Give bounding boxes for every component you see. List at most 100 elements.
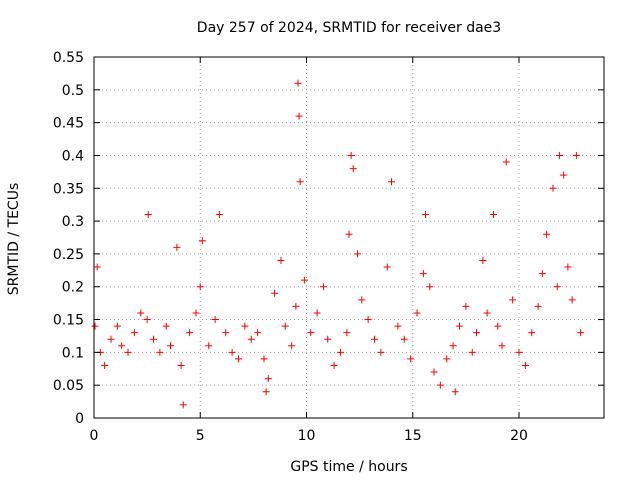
plot-frame (93, 56, 605, 419)
data-point (451, 388, 459, 396)
data-point (324, 335, 332, 343)
x-tick-label: 20 (510, 428, 528, 444)
data-point (572, 151, 580, 159)
data-point (430, 368, 438, 376)
data-point (358, 296, 366, 304)
y-tick-label: 0.5 (62, 83, 84, 99)
data-point (254, 329, 262, 337)
data-point (205, 342, 213, 350)
data-point (130, 329, 138, 337)
data-point (247, 335, 255, 343)
x-tick-label: 10 (298, 428, 316, 444)
y-tick-label: 0.4 (62, 148, 84, 164)
data-point (196, 283, 204, 291)
data-point (262, 388, 270, 396)
x-tick-label: 15 (404, 428, 422, 444)
data-point (296, 178, 304, 186)
data-point (436, 381, 444, 389)
y-tick-label: 0.45 (53, 116, 84, 132)
y-tick-label: 0.1 (62, 345, 84, 361)
data-point (118, 342, 126, 350)
data-point (564, 263, 572, 271)
data-point (186, 329, 194, 337)
data-point (479, 256, 487, 264)
data-point (101, 361, 109, 369)
data-point (288, 342, 296, 350)
data-point (568, 296, 576, 304)
data-point (560, 171, 568, 179)
data-point (377, 348, 385, 356)
data-point (343, 329, 351, 337)
data-point (167, 342, 174, 350)
data-point (345, 230, 353, 238)
data-point (347, 151, 355, 159)
data-point (177, 361, 185, 369)
axis-ticks: 0 0.05 0.1 0.15 0.2 0.25 0.3 0.35 0.4 0.45 0.5 0.55… (53, 50, 604, 444)
data-point (173, 243, 181, 251)
data-point (307, 329, 315, 337)
x-axis-label: GPS time / hours (290, 459, 407, 475)
data-point (349, 165, 357, 173)
data-point (107, 335, 115, 343)
y-tick-label: 0.55 (53, 50, 84, 66)
chart-title: Day 257 of 2024, SRMTID for receiver dae… (197, 20, 501, 36)
y-tick-label: 0.25 (53, 247, 84, 263)
data-point (179, 401, 187, 409)
data-point (483, 309, 491, 317)
data-point (215, 211, 223, 219)
data-point (494, 322, 502, 330)
data-point (150, 335, 157, 343)
data-point (235, 355, 242, 363)
data-point (300, 276, 308, 284)
data-point (320, 283, 327, 291)
data-point (473, 329, 480, 337)
y-tick-label: 0.3 (62, 214, 84, 230)
data-point (555, 151, 563, 159)
data-point (277, 256, 285, 264)
data-point (93, 263, 101, 271)
data-point (413, 309, 421, 317)
data-point (490, 211, 497, 219)
data-point (294, 79, 302, 87)
y-axis-label: SRMTID / TECUs (6, 183, 22, 296)
data-point (113, 322, 121, 330)
y-tick-label: 0 (75, 411, 84, 427)
data-point (502, 158, 510, 166)
data-point (124, 348, 132, 356)
y-tick-label: 0.05 (53, 378, 84, 394)
data-point (528, 329, 536, 337)
data-point (228, 348, 236, 356)
y-tick-label: 0.2 (62, 280, 84, 296)
data-point (264, 375, 272, 383)
data-point (364, 316, 372, 324)
x-tick-label: 5 (196, 428, 205, 444)
data-point (156, 348, 164, 356)
data-point (91, 322, 99, 330)
y-tick-label: 0.15 (53, 313, 84, 329)
data-point (549, 184, 557, 192)
data-point (443, 355, 451, 363)
y-tick-label: 0.35 (53, 181, 84, 197)
data-point (515, 348, 523, 356)
data-point (498, 342, 506, 350)
data-point (394, 322, 402, 330)
data-point (449, 342, 457, 350)
data-point (577, 329, 585, 337)
data-point (222, 329, 230, 337)
data-point (422, 211, 429, 219)
data-point (538, 270, 546, 278)
data-point (543, 230, 551, 238)
data-points (91, 79, 585, 409)
data-point (198, 237, 206, 245)
data-point (388, 178, 395, 186)
data-point (521, 361, 529, 369)
data-point (137, 309, 145, 317)
data-point (383, 263, 391, 271)
data-point (426, 283, 434, 291)
data-point (509, 296, 517, 304)
data-point (462, 302, 470, 310)
data-point (534, 302, 542, 310)
data-point (419, 270, 427, 278)
